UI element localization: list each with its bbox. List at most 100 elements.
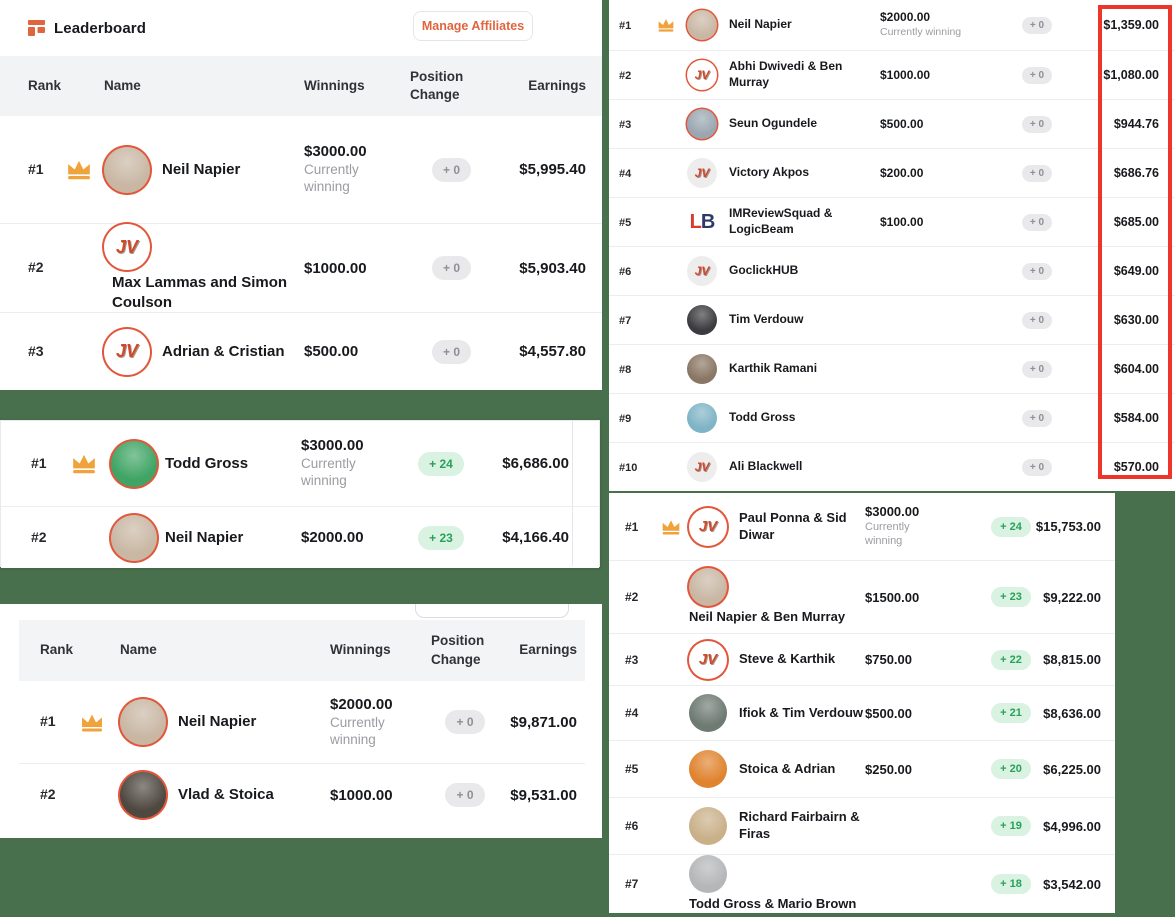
affiliate-name: Neil Napier: [178, 713, 257, 731]
rank-label: #1: [40, 713, 56, 729]
earnings-value: $8,815.00: [1043, 652, 1101, 667]
affiliate-name: Steve & Karthik: [739, 651, 836, 667]
winnings-value: $2000.00: [880, 10, 931, 25]
winnings-cell: $200.00: [880, 166, 998, 180]
position-change-badge: + 0: [1021, 164, 1053, 182]
header-position-change: Position Change: [410, 68, 464, 102]
rank-cell: #1: [619, 16, 657, 34]
winnings-cell: $250.00: [865, 762, 970, 777]
position-change-badge: + 0: [1021, 409, 1053, 427]
position-change-badge: + 0: [445, 710, 485, 734]
header-position-change: Position Change: [431, 633, 485, 667]
earnings-cell: $8,815.00: [1043, 652, 1101, 667]
leaderboard-row: #2 JV Abhi Dwivedi & Ben Murray $1000.00 + 0…: [609, 51, 1175, 100]
rank-label: #4: [625, 706, 639, 720]
earnings-cell: $649.00: [1076, 264, 1159, 278]
name-cell: JV Ali Blackwell: [687, 452, 880, 482]
earnings-cell: $1,359.00: [1076, 18, 1159, 32]
rank-cell: #10: [619, 458, 657, 476]
avatar-photo: [689, 807, 727, 845]
crown-icon: [73, 454, 95, 474]
name-cell: Neil Napier: [687, 10, 880, 40]
rank-cell: #4: [619, 164, 657, 182]
earnings-value: $649.00: [1113, 264, 1159, 278]
affiliate-name: Todd Gross: [165, 454, 249, 472]
currently-winning-note: Currently winning: [330, 714, 385, 747]
name-cell: JV Victory Akpos: [687, 158, 880, 188]
rank-label: #8: [619, 364, 632, 376]
leaderboard-row: #3 Seun Ogundele $500.00 + 0 $944.76: [609, 100, 1175, 149]
position-change-badge: + 0: [1021, 311, 1053, 329]
earnings-value: $9,531.00: [510, 786, 577, 804]
affiliate-name: Adrian & Cristian: [162, 342, 285, 360]
winnings-cell: $2000.00: [301, 529, 401, 546]
affiliate-name: Richard Fairbairn & Firas: [739, 809, 860, 841]
rank-cell: #2: [31, 529, 71, 547]
avatar-photo: [689, 855, 727, 894]
rank-label: #3: [619, 119, 632, 131]
leaderboard-row: #2 JV Max Lammas and Simon Coulson $1000.00…: [0, 224, 602, 313]
rank-cell: #1: [28, 161, 66, 179]
rank-cell: #9: [619, 409, 657, 427]
position-change-badge: + 0: [431, 157, 471, 182]
position-change-cell: + 0: [404, 157, 499, 182]
name-cell: Seun Ogundele: [687, 109, 880, 139]
name-cell: JV Adrian & Cristian: [104, 328, 304, 375]
rank-cell: #6: [619, 262, 657, 280]
avatar-photo: [689, 750, 727, 788]
winnings-value: $2000.00: [330, 695, 393, 713]
winnings-cell: $3000.00 Currently winning: [865, 504, 970, 549]
card-inner-border: [572, 421, 573, 566]
winnings-value: $200.00: [880, 166, 924, 180]
leaderboard-row: #5 Stoica & Adrian $250.00 + 20 $6,225.00: [609, 741, 1115, 798]
position-change-cell: + 0: [425, 783, 505, 807]
earnings-value: $630.00: [1113, 313, 1159, 327]
affiliate-name: Tim Verdouw: [729, 312, 804, 327]
affiliate-name: GoclickHUB: [729, 263, 799, 278]
winnings-value: $100.00: [880, 215, 924, 229]
position-change-cell: + 0: [998, 311, 1076, 329]
rank-label: #6: [619, 266, 632, 278]
leaderboard-row: #10 JV Ali Blackwell + 0 $570.00: [609, 443, 1175, 491]
panel-leaderboard-top10: #1 Neil Napier $2000.00 Currently winning + …: [609, 0, 1175, 491]
position-change-cell: + 0: [998, 262, 1076, 280]
leaderboard-row: #1 Neil Napier $2000.00 Currently winning + …: [609, 0, 1175, 51]
rank-cell: #1: [625, 518, 661, 536]
earnings-cell: $9,531.00: [505, 787, 577, 804]
panel-leaderboard-contest: #1 JV Paul Ponna & Sid Diwar $3000.00 Curren…: [609, 493, 1115, 913]
position-change-cell: + 0: [998, 115, 1076, 133]
name-cell: Richard Fairbairn & Firas: [689, 807, 865, 845]
rank-label: #9: [619, 413, 632, 425]
leaderboard-row: #4 JV Victory Akpos $200.00 + 0 $686.76: [609, 149, 1175, 198]
position-change-cell: + 0: [425, 710, 505, 734]
rank-cell: #5: [619, 213, 657, 231]
winnings-value: $1000.00: [304, 259, 367, 277]
winnings-cell: $500.00: [865, 706, 970, 721]
position-change-cell: + 21: [970, 703, 1052, 723]
earnings-cell: $8,636.00: [1043, 706, 1101, 721]
winnings-value: $1500.00: [865, 589, 920, 605]
crown-icon: [662, 519, 680, 534]
name-cell: Todd Gross: [687, 403, 880, 433]
winnings-value: $250.00: [865, 761, 912, 777]
currently-winning-note: Currently winning: [880, 26, 962, 39]
jv-logo-icon: JV: [687, 452, 717, 482]
name-cell: Stoica & Adrian: [689, 750, 865, 788]
rank-cell: #2: [619, 66, 657, 84]
name-cell: JV GoclickHUB: [687, 256, 880, 286]
avatar-photo: [687, 109, 717, 139]
leaderboard-row: #1 Neil Napier $3000.00 Currently winning + …: [0, 116, 602, 224]
earnings-cell: $686.76: [1076, 166, 1159, 180]
jv-logo-icon: JV: [687, 158, 717, 188]
leaderboard-row: #3 JV Adrian & Cristian $500.00 + 0 $4,557.80: [0, 313, 602, 390]
name-cell: JV Steve & Karthik: [689, 640, 865, 679]
position-change-cell: + 0: [998, 213, 1076, 231]
position-change-badge: + 22: [991, 649, 1031, 670]
earnings-cell: $604.00: [1076, 362, 1159, 376]
winnings-value: $2000.00: [301, 529, 364, 546]
partial-button-outline: [415, 604, 569, 618]
manage-affiliates-button[interactable]: Manage Affiliates: [413, 11, 533, 41]
position-change-badge: + 0: [1021, 213, 1053, 231]
affiliate-name: Victory Akpos: [729, 165, 810, 180]
position-change-cell: + 0: [404, 256, 499, 280]
